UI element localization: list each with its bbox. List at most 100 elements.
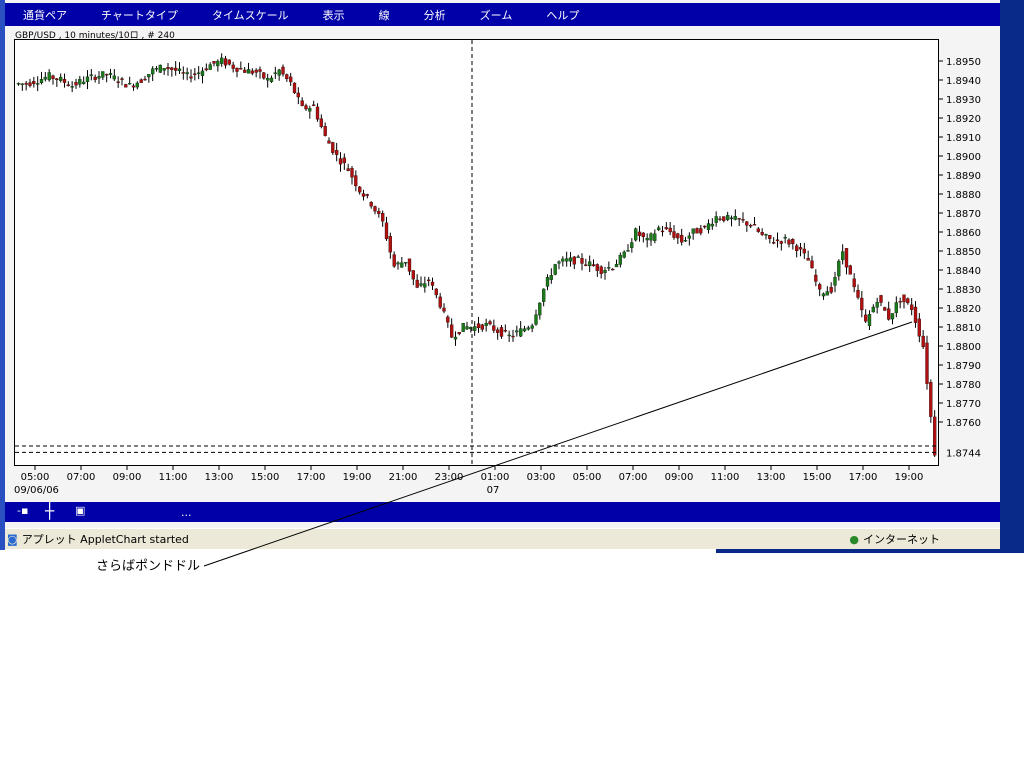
candle-body [62, 79, 67, 83]
candle-body [522, 328, 527, 332]
candle-body [779, 241, 783, 244]
candle-body [74, 82, 78, 86]
status-text: アプレット AppletChart started [21, 533, 189, 546]
candle-body [93, 76, 97, 80]
candle-body [929, 382, 933, 417]
candle-body [772, 242, 776, 244]
candle-body [484, 322, 488, 326]
candle-body [902, 294, 906, 303]
candle-body [841, 251, 845, 261]
candle-body [476, 323, 481, 329]
x-tick-label: 13:00 [205, 472, 234, 483]
candle-body [741, 219, 745, 221]
candle-body [47, 72, 51, 81]
candle-body [158, 64, 162, 73]
candle-body [795, 245, 799, 252]
candle-body [20, 83, 24, 85]
last-price-label: 1.8744 [946, 448, 981, 459]
menu-currency-pair[interactable]: 通貨ペア [23, 8, 67, 22]
menu-bar: 通貨ペア チャートタイプ タイムスケール 表示 線 分析 ズーム ヘルプ [5, 3, 1000, 26]
candle-body [660, 230, 665, 233]
chart-toolbar: -▪ ┼ ▣ ... [5, 502, 1000, 522]
candle-body [545, 277, 550, 287]
candle-body [503, 330, 507, 332]
candle-body [128, 83, 132, 85]
menu-view[interactable]: 表示 [322, 8, 345, 22]
candle-body [906, 298, 910, 304]
y-tick-label: 1.8780 [946, 380, 981, 391]
candle-body [844, 248, 849, 268]
crosshair-tool-icon[interactable]: ┼ [45, 502, 55, 520]
candle-body [151, 68, 155, 75]
y-tick-label: 1.8940 [946, 76, 981, 87]
candle-body [381, 213, 385, 222]
candle-body [308, 108, 312, 112]
candle-body [162, 68, 166, 71]
x-tick-label: 05:00 [573, 472, 602, 483]
candle-body [300, 100, 304, 106]
candle-body [39, 79, 44, 84]
menu-line[interactable]: 線 [378, 8, 390, 22]
candle-body [419, 283, 423, 286]
window-frame-bottom [716, 548, 1024, 553]
menu-chart-type[interactable]: チャートタイプ [101, 8, 178, 22]
candle-body [108, 73, 113, 75]
menu-analysis[interactable]: 分析 [423, 8, 446, 22]
candle-body [204, 68, 208, 71]
candle-body [856, 289, 860, 298]
candle-body [691, 228, 695, 234]
candle-body [450, 324, 454, 338]
candle-body [890, 313, 895, 320]
candle-body [235, 67, 239, 72]
candle-body [461, 323, 465, 332]
ie-page-icon: ◙ [7, 532, 18, 546]
candle-body [189, 76, 193, 79]
y-tick-label: 1.8920 [946, 114, 981, 125]
y-tick-label: 1.8930 [946, 95, 981, 106]
candle-body [806, 257, 810, 261]
candle-body [722, 216, 726, 221]
candle-body [492, 325, 496, 331]
candle-body [588, 261, 592, 267]
plot-area[interactable] [14, 39, 939, 466]
x-tick-label: 17:00 [849, 472, 878, 483]
candle-body [511, 335, 515, 338]
candle-body [921, 335, 925, 348]
candle-body [292, 82, 297, 94]
candle-body [557, 261, 561, 264]
candle-body [51, 75, 55, 79]
candle-body [737, 218, 741, 220]
candle-body [699, 228, 703, 234]
menu-help[interactable]: ヘルプ [546, 8, 580, 22]
menu-time-scale[interactable]: タイムスケール [211, 8, 289, 22]
candle-body [377, 211, 381, 214]
candle-body [354, 175, 358, 187]
candle-body [837, 260, 841, 277]
candle-body [607, 267, 611, 269]
candle-body [833, 277, 837, 286]
print-icon[interactable]: ▣ [75, 504, 86, 517]
y-tick-label: 1.8800 [946, 342, 981, 353]
candle-body [427, 279, 431, 282]
candle-body [350, 168, 354, 178]
candle-body [821, 293, 826, 297]
candle-body [668, 227, 672, 233]
candle-body [499, 327, 504, 337]
candle-body [611, 268, 615, 271]
x-tick-label: 17:00 [297, 472, 326, 483]
candle-body [59, 76, 63, 81]
x-tick-label: 09:00 [665, 472, 694, 483]
candle-body [798, 247, 803, 250]
x-tick-label: 07:00 [67, 472, 96, 483]
candle-body [752, 224, 757, 226]
candle-body [453, 336, 458, 340]
candle-body [338, 158, 343, 165]
x-tick-label: 11:00 [711, 472, 740, 483]
y-tick-label: 1.8890 [946, 171, 981, 182]
candle-body [246, 69, 251, 74]
candle-body [384, 222, 389, 240]
candle-body [614, 263, 619, 268]
menu-zoom[interactable]: ズーム [479, 8, 513, 22]
pointer-tool-icon[interactable]: -▪ [17, 504, 29, 517]
y-tick-label: 1.8810 [946, 323, 981, 334]
